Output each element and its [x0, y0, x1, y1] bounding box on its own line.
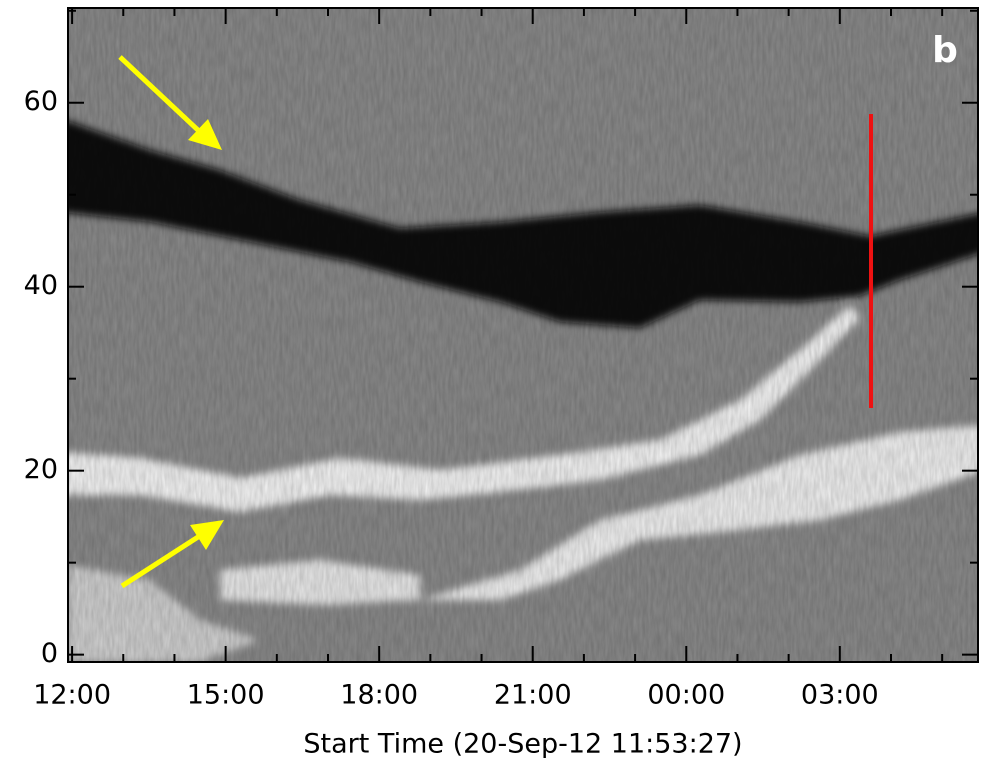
- image: [68, 8, 978, 662]
- plot-frame: [67, 7, 979, 663]
- y-tick-label: 60: [24, 86, 58, 117]
- y-tick-label: 0: [41, 638, 58, 669]
- x-tick-label: 15:00: [187, 680, 265, 711]
- panel-label: b: [932, 30, 958, 71]
- y-tick-label: 20: [24, 454, 58, 485]
- x-axis-label: Start Time (20-Sep-12 11:53:27): [303, 729, 742, 760]
- arrow: [118, 55, 224, 589]
- x-tick-label: 18:00: [340, 680, 418, 711]
- x-tick-label: 03:00: [801, 680, 879, 711]
- x-tick-label: 21:00: [494, 680, 572, 711]
- y-tick-label: 40: [24, 270, 58, 301]
- x-tick-label: 00:00: [647, 680, 725, 711]
- x-tick-label: 12:00: [33, 680, 111, 711]
